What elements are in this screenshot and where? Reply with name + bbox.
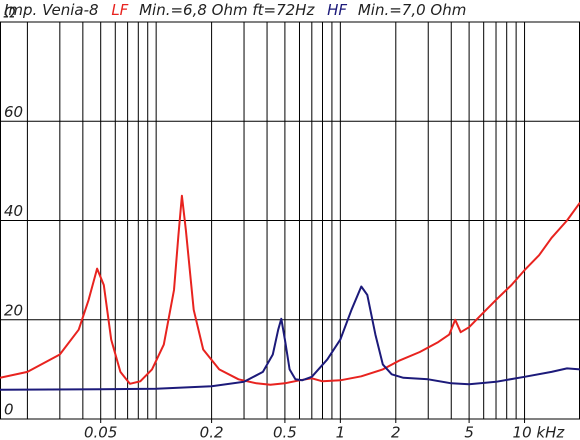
annotation: Min.=7,0 Ohm	[358, 1, 467, 19]
y-tick-label: 0	[4, 401, 14, 419]
series-line	[0, 285, 580, 391]
x-tick-label: 2	[391, 424, 401, 440]
x-tick-label: 0.2	[200, 424, 224, 440]
x-tick-label: 1	[336, 424, 346, 440]
y-tick-label: Ω	[3, 4, 16, 22]
legend-lf: LF	[111, 1, 128, 19]
x-tick-label: 0.5	[273, 424, 297, 440]
legend-hf: HF	[327, 1, 347, 19]
title: Imp. Venia-8	[4, 1, 99, 19]
chart-title: Imp. Venia-8 LF Min.=6,8 Ohm ft=72Hz HF …	[4, 1, 466, 19]
x-tick-label: 5	[464, 424, 474, 440]
x-tick-label: 0.05	[84, 424, 117, 440]
y-tick-label: 20	[4, 301, 23, 319]
y-tick-label: 40	[4, 202, 23, 220]
x-tick-label: 10 kHz	[513, 424, 566, 440]
series-line	[0, 194, 580, 386]
y-tick-label: 60	[4, 103, 23, 121]
annotation: Min.=6,8 Ohm ft=72Hz	[139, 1, 315, 19]
